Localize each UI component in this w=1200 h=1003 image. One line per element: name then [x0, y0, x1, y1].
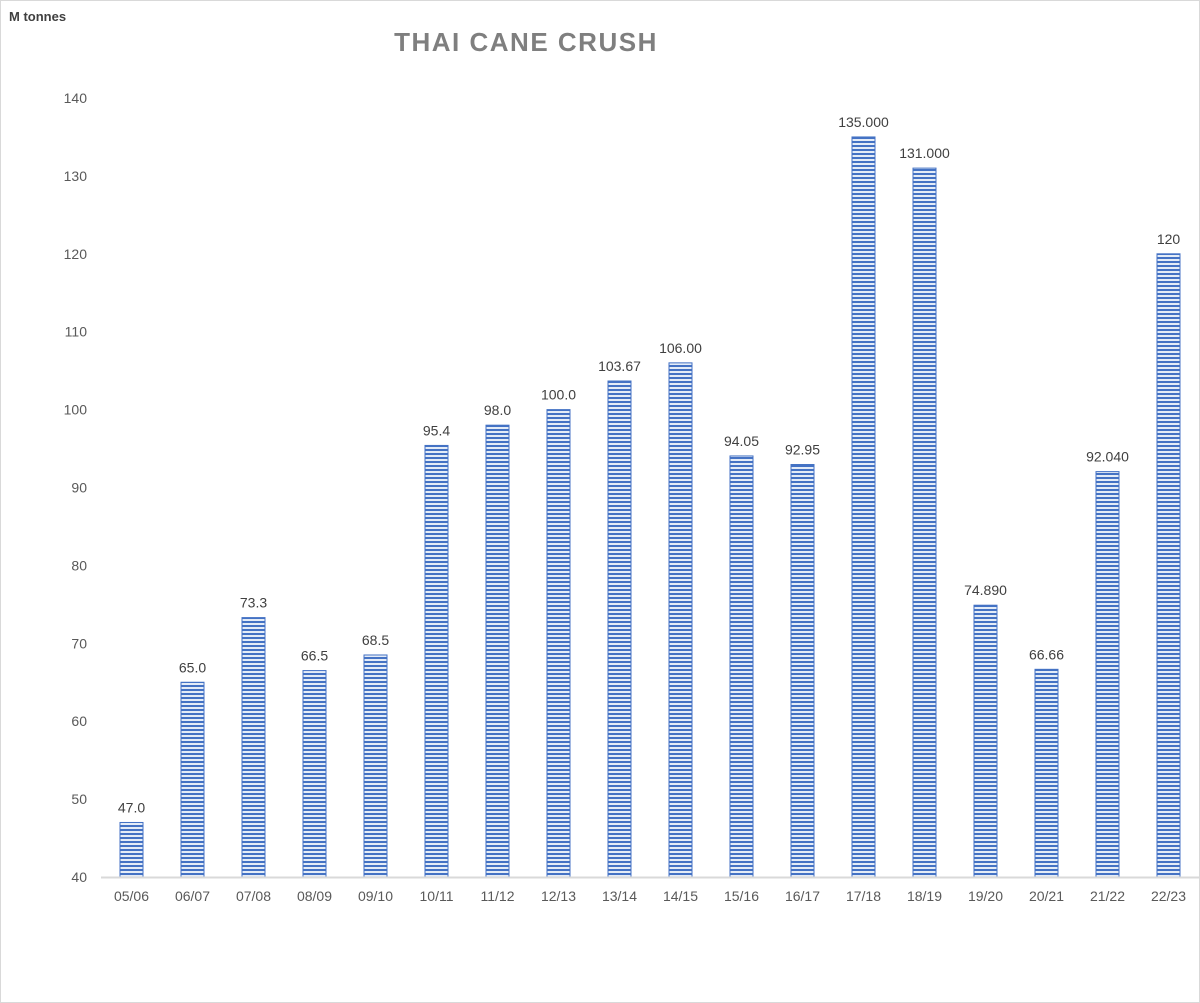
data-label: 47.0 — [118, 799, 145, 815]
data-label: 68.5 — [362, 632, 389, 648]
x-tick-label: 11/12 — [481, 888, 515, 904]
bar — [729, 455, 754, 878]
x-tick-label: 15/16 — [724, 888, 759, 904]
bar — [302, 670, 327, 878]
y-tick-label: 80 — [71, 557, 87, 573]
chart-title: THAI CANE CRUSH — [394, 27, 658, 57]
bar — [180, 681, 205, 878]
x-tick-label: 05/06 — [114, 888, 149, 904]
y-tick-label: 130 — [64, 168, 88, 184]
data-label: 66.5 — [301, 648, 328, 664]
data-label: 103.67 — [598, 358, 641, 374]
bar — [424, 444, 449, 878]
y-tick-label: 60 — [71, 713, 87, 729]
data-label: 120 — [1157, 231, 1181, 247]
x-tick-label: 19/20 — [968, 888, 1003, 904]
x-tick-label: 06/07 — [175, 888, 210, 904]
y-axis: 40 50 60 70 80 90 100 110 120 130 140 — [64, 90, 88, 885]
data-label: 92.040 — [1086, 449, 1129, 465]
data-label: 98.0 — [484, 402, 511, 418]
x-tick-label: 21/22 — [1090, 888, 1125, 904]
data-label: 92.95 — [785, 442, 820, 458]
data-label: 95.4 — [423, 422, 450, 438]
bar — [912, 167, 937, 878]
bar — [851, 136, 876, 878]
x-axis: 05/06 06/07 07/08 08/09 09/10 10/11 11/12 12/13… — [101, 876, 1199, 904]
y-tick-label: 110 — [65, 324, 88, 340]
unit-label: M tonnes — [9, 9, 67, 24]
bar — [607, 380, 632, 878]
y-tick-label: 120 — [64, 246, 88, 262]
bar — [241, 617, 266, 878]
x-tick-label: 16/17 — [785, 888, 820, 904]
data-label: 106.00 — [659, 340, 702, 356]
data-label: 135.000 — [838, 114, 889, 130]
data-label: 74.890 — [964, 582, 1007, 598]
x-tick-label: 22/23 — [1151, 888, 1186, 904]
y-tick-label: 70 — [71, 635, 87, 651]
x-tick-label: 09/10 — [358, 888, 393, 904]
x-tick-label: 12/13 — [541, 888, 576, 904]
bars: 47.0 65.0 73.3 66.5 68.5 95.4 98.0 100.0 103.67 1… — [118, 114, 1181, 878]
bar — [973, 604, 998, 878]
data-label: 131.000 — [899, 145, 950, 161]
x-tick-label: 07/08 — [236, 888, 271, 904]
x-tick-label: 08/09 — [297, 888, 332, 904]
data-label: 73.3 — [240, 595, 267, 611]
bar — [1156, 253, 1181, 878]
x-tick-label: 10/11 — [420, 888, 454, 904]
bar — [1095, 471, 1120, 878]
y-tick-label: 100 — [64, 402, 88, 418]
bar — [363, 654, 388, 878]
x-tick-label: 17/18 — [846, 888, 881, 904]
y-tick-label: 140 — [64, 90, 88, 106]
data-label: 94.05 — [724, 433, 759, 449]
y-tick-label: 40 — [71, 869, 87, 885]
bar — [668, 362, 693, 878]
bar — [1034, 668, 1059, 878]
x-tick-label: 14/15 — [663, 888, 698, 904]
x-tick-label: 18/19 — [907, 888, 942, 904]
x-tick-label: 13/14 — [602, 888, 637, 904]
data-label: 65.0 — [179, 659, 206, 675]
data-label: 100.0 — [541, 387, 576, 403]
y-tick-label: 50 — [71, 791, 87, 807]
x-tick-label: 20/21 — [1029, 888, 1064, 904]
data-label: 66.66 — [1029, 646, 1064, 662]
bar — [790, 464, 815, 878]
bar — [119, 821, 144, 878]
bar — [485, 424, 510, 878]
bar — [546, 409, 571, 878]
y-tick-label: 90 — [71, 480, 87, 496]
